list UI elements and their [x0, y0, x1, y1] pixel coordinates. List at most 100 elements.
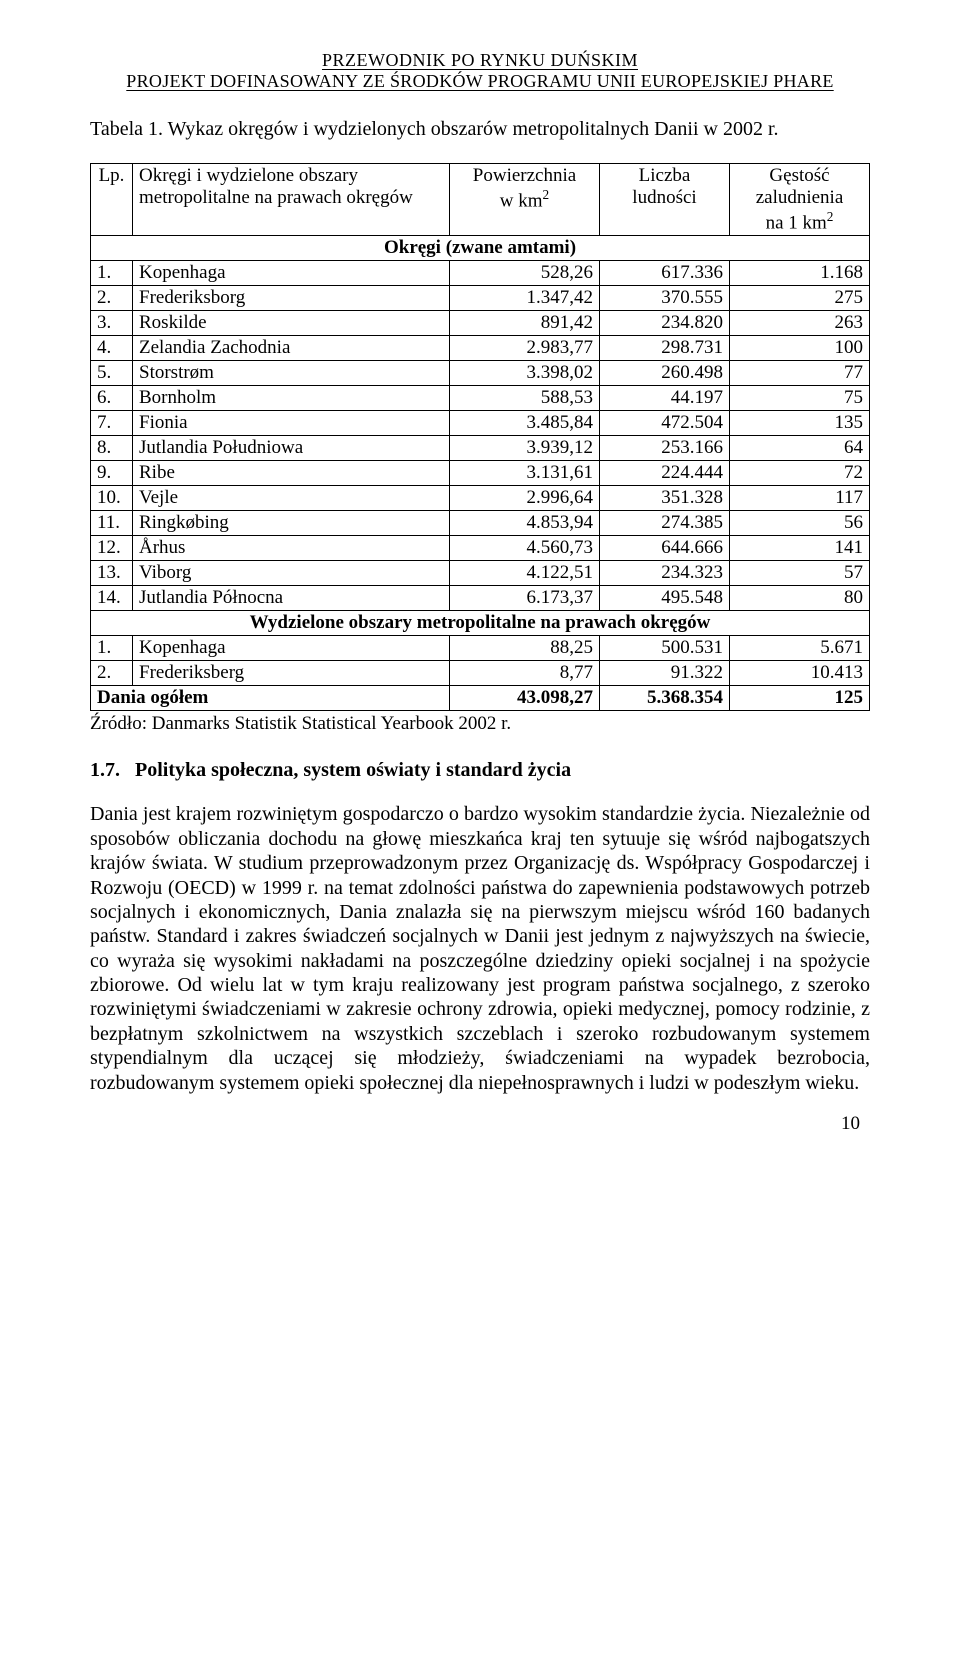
- table-row: 10.Vejle2.996,64351.328117: [91, 486, 870, 511]
- page-header-line1: PRZEWODNIK PO RYNKU DUŃSKIM: [90, 50, 870, 71]
- table-row: 8.Jutlandia Południowa3.939,12253.16664: [91, 436, 870, 461]
- section-row-1: Okręgi (zwane amtami): [91, 236, 870, 261]
- cell-name: Zelandia Zachodnia: [133, 336, 450, 361]
- cell-area: 4.122,51: [450, 561, 600, 586]
- cell-name: Vejle: [133, 486, 450, 511]
- cell-pop: 500.531: [600, 636, 730, 661]
- cell-pop: 91.322: [600, 661, 730, 686]
- total-label: Dania ogółem: [91, 686, 450, 711]
- cell-name: Jutlandia Północna: [133, 586, 450, 611]
- cell-lp: 1.: [91, 261, 133, 286]
- cell-pop: 472.504: [600, 411, 730, 436]
- table-row: 9.Ribe3.131,61224.44472: [91, 461, 870, 486]
- cell-area: 3.398,02: [450, 361, 600, 386]
- cell-density: 141: [730, 536, 870, 561]
- cell-area: 4.853,94: [450, 511, 600, 536]
- cell-lp: 9.: [91, 461, 133, 486]
- data-table: Lp. Okręgi i wydzielone obszary metropol…: [90, 163, 870, 711]
- cell-density: 117: [730, 486, 870, 511]
- cell-area: 8,77: [450, 661, 600, 686]
- cell-name: Kopenhaga: [133, 636, 450, 661]
- cell-density: 275: [730, 286, 870, 311]
- cell-name: Århus: [133, 536, 450, 561]
- cell-density: 5.671: [730, 636, 870, 661]
- cell-lp: 1.: [91, 636, 133, 661]
- cell-pop: 224.444: [600, 461, 730, 486]
- cell-pop: 370.555: [600, 286, 730, 311]
- total-pop: 5.368.354: [600, 686, 730, 711]
- table-row: 13.Viborg4.122,51234.32357: [91, 561, 870, 586]
- th-gestosc: Gęstośćzaludnieniana 1 km2: [730, 164, 870, 236]
- table-row: 3.Roskilde891,42234.820263: [91, 311, 870, 336]
- cell-lp: 10.: [91, 486, 133, 511]
- cell-density: 263: [730, 311, 870, 336]
- cell-lp: 5.: [91, 361, 133, 386]
- cell-name: Ribe: [133, 461, 450, 486]
- table-row: 7.Fionia3.485,84472.504135: [91, 411, 870, 436]
- table-row: 14.Jutlandia Północna6.173,37495.54880: [91, 586, 870, 611]
- cell-density: 1.168: [730, 261, 870, 286]
- cell-pop: 644.666: [600, 536, 730, 561]
- th-lp: Lp.: [91, 164, 133, 236]
- cell-area: 528,26: [450, 261, 600, 286]
- cell-density: 57: [730, 561, 870, 586]
- cell-name: Fionia: [133, 411, 450, 436]
- cell-density: 77: [730, 361, 870, 386]
- cell-pop: 234.820: [600, 311, 730, 336]
- cell-name: Ringkøbing: [133, 511, 450, 536]
- cell-density: 75: [730, 386, 870, 411]
- cell-density: 64: [730, 436, 870, 461]
- cell-name: Kopenhaga: [133, 261, 450, 286]
- cell-pop: 617.336: [600, 261, 730, 286]
- cell-area: 6.173,37: [450, 586, 600, 611]
- cell-area: 891,42: [450, 311, 600, 336]
- table-row: 1.Kopenhaga528,26617.3361.168: [91, 261, 870, 286]
- cell-pop: 274.385: [600, 511, 730, 536]
- section-title: Polityka społeczna, system oświaty i sta…: [135, 759, 571, 781]
- cell-lp: 6.: [91, 386, 133, 411]
- cell-name: Bornholm: [133, 386, 450, 411]
- cell-lp: 2.: [91, 286, 133, 311]
- cell-density: 56: [730, 511, 870, 536]
- cell-lp: 11.: [91, 511, 133, 536]
- th-okregi: Okręgi i wydzielone obszary metropolital…: [133, 164, 450, 236]
- cell-name: Jutlandia Południowa: [133, 436, 450, 461]
- cell-density: 80: [730, 586, 870, 611]
- cell-density: 135: [730, 411, 870, 436]
- table-row: 5.Storstrøm3.398,02260.49877: [91, 361, 870, 386]
- cell-lp: 3.: [91, 311, 133, 336]
- cell-lp: 8.: [91, 436, 133, 461]
- cell-area: 588,53: [450, 386, 600, 411]
- cell-lp: 4.: [91, 336, 133, 361]
- table-row: 12.Århus4.560,73644.666141: [91, 536, 870, 561]
- th-powierzchnia: Powierzchniaw km2: [450, 164, 600, 236]
- cell-density: 72: [730, 461, 870, 486]
- cell-area: 2.996,64: [450, 486, 600, 511]
- table-row: 6.Bornholm588,5344.19775: [91, 386, 870, 411]
- cell-lp: 12.: [91, 536, 133, 561]
- cell-area: 3.131,61: [450, 461, 600, 486]
- cell-density: 10.413: [730, 661, 870, 686]
- table-header-row: Lp. Okręgi i wydzielone obszary metropol…: [91, 164, 870, 236]
- cell-density: 100: [730, 336, 870, 361]
- page-header-line2: PROJEKT DOFINASOWANY ZE ŚRODKÓW PROGRAMU…: [90, 71, 870, 92]
- th-ludnosc: Liczbaludności: [600, 164, 730, 236]
- cell-area: 3.939,12: [450, 436, 600, 461]
- cell-lp: 2.: [91, 661, 133, 686]
- cell-area: 1.347,42: [450, 286, 600, 311]
- table-title: Tabela 1. Wykaz okręgów i wydzielonych o…: [90, 118, 870, 141]
- cell-lp: 14.: [91, 586, 133, 611]
- cell-name: Frederiksborg: [133, 286, 450, 311]
- total-area: 43.098,27: [450, 686, 600, 711]
- section-label-1: Okręgi (zwane amtami): [91, 236, 870, 261]
- cell-lp: 13.: [91, 561, 133, 586]
- section-row-2: Wydzielone obszary metropolitalne na pra…: [91, 611, 870, 636]
- body-paragraph: Dania jest krajem rozwiniętym gospodarcz…: [90, 802, 870, 1095]
- section-heading: 1.7. Polityka społeczna, system oświaty …: [90, 759, 870, 782]
- table-row: 2.Frederiksberg8,7791.32210.413: [91, 661, 870, 686]
- table-row: 4.Zelandia Zachodnia2.983,77298.731100: [91, 336, 870, 361]
- cell-name: Frederiksberg: [133, 661, 450, 686]
- cell-pop: 351.328: [600, 486, 730, 511]
- section-number: 1.7.: [90, 759, 120, 781]
- cell-pop: 44.197: [600, 386, 730, 411]
